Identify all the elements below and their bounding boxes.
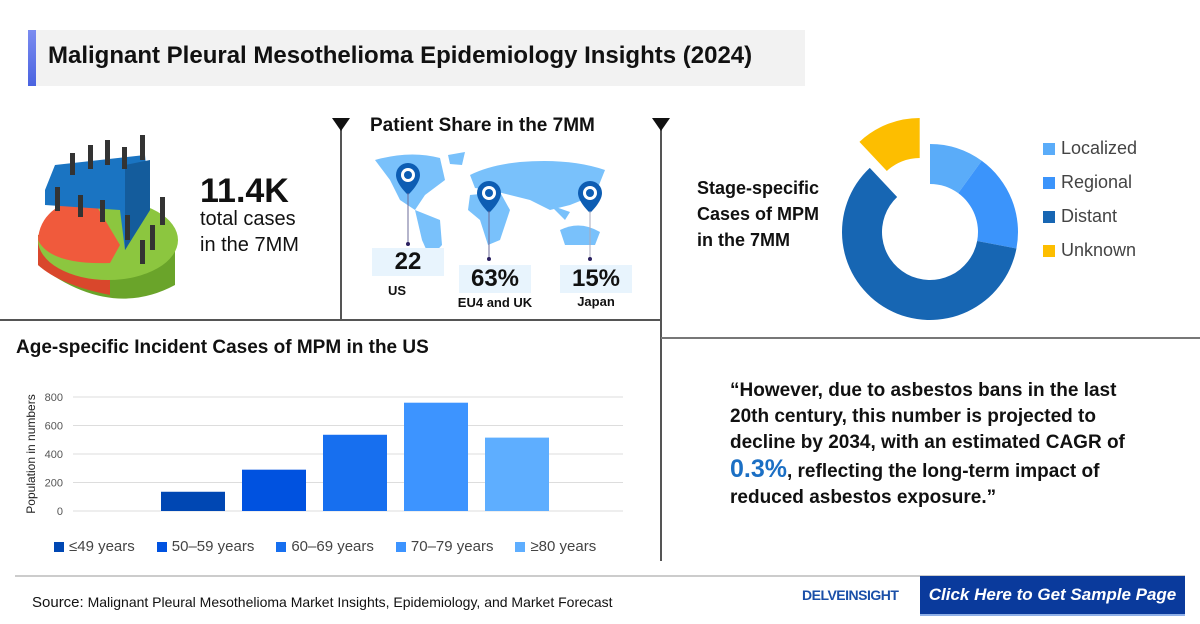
donut-slice-unknown (859, 117, 920, 171)
y-tick-label: 600 (45, 421, 63, 433)
legend-item: 70–79 years (395, 538, 494, 555)
legend-label: 70–79 years (410, 538, 494, 555)
total-cases-label: in the 7MM (200, 234, 299, 256)
quote-part: , reflecting the long-term impact of red… (730, 461, 1100, 508)
y-tick-label: 0 (57, 506, 63, 518)
patient-share-title: Patient Share in the 7MM (370, 115, 595, 136)
legend-label: 50–59 years (171, 538, 255, 555)
legend-swatch (276, 541, 287, 552)
legend-label: Distant (1061, 206, 1118, 226)
bar-0 (161, 491, 225, 511)
age-legend: ≤49 years 50–59 years 60–69 years 70–79 yea… (54, 538, 596, 555)
donut-slice-distant (842, 167, 1017, 320)
y-axis-label: Population in numbers (24, 394, 38, 513)
eu-label: EU4 and UK (457, 295, 533, 310)
eu-share-value: 63% (459, 265, 531, 293)
legend-swatch (54, 541, 64, 552)
title-accent-bar (28, 30, 36, 86)
legend-item: 50–59 years (156, 538, 255, 555)
bar-1 (242, 469, 306, 511)
legend-label: Localized (1061, 138, 1138, 158)
legend-swatch (1043, 176, 1055, 189)
age-chart-title: Age-specific Incident Cases of MPM in th… (16, 337, 429, 358)
quote-text: “However, due to asbestos bans in the la… (730, 378, 1160, 511)
legend-swatch (156, 541, 167, 552)
bar-2 (323, 434, 387, 511)
age-bar-chart: 0 200 400 600 800 Population in numbers (24, 392, 623, 518)
delveinsight-logo: DELVEINSIGHT (802, 587, 899, 603)
stage-donut-chart (842, 117, 1018, 320)
bar-4 (485, 437, 549, 511)
legend-swatch (1043, 210, 1055, 223)
japan-share-value: 15% (560, 265, 632, 293)
location-pin-icon (578, 181, 602, 261)
donut-slice-regional (958, 160, 1018, 249)
title-banner (28, 30, 805, 86)
triangle-marker (332, 118, 350, 131)
legend-item: ≥80 years (515, 538, 596, 555)
legend-swatch (1043, 142, 1055, 155)
total-cases-label: total cases (200, 208, 296, 230)
japan-label: Japan (577, 294, 615, 309)
source-text: Malignant Pleural Mesothelioma Market In… (87, 594, 613, 610)
legend-label: Regional (1061, 172, 1133, 192)
divider (0, 319, 661, 321)
legend-item: Distant (1043, 206, 1137, 227)
cagr-value: 0.3% (730, 455, 787, 483)
location-pin-icon (477, 181, 501, 261)
y-tick-label: 800 (45, 392, 63, 404)
legend-item: ≤49 years (54, 538, 135, 555)
y-tick-label: 200 (45, 478, 63, 490)
divider (660, 125, 662, 561)
legend-item: Unknown (1043, 240, 1137, 261)
legend-swatch (515, 541, 526, 552)
triangle-marker (652, 118, 670, 131)
page-title: Malignant Pleural Mesothelioma Epidemiol… (48, 42, 753, 69)
source-note: Source: Malignant Pleural Mesothelioma M… (32, 594, 613, 611)
stage-legend: Localized Regional Distant Unknown (1043, 138, 1137, 261)
divider (15, 575, 1185, 577)
stage-title-line: Stage-specific (697, 178, 820, 198)
stage-title-line: Cases of MPM (697, 204, 820, 224)
legend-item: 60–69 years (276, 538, 374, 555)
bar-3 (404, 402, 468, 511)
legend-swatch (395, 541, 406, 552)
location-pin-icon (396, 163, 420, 246)
divider (340, 125, 342, 321)
people-pie-illustration (38, 135, 178, 299)
y-tick-label: 400 (45, 449, 63, 461)
total-cases-value: 11.4K (200, 172, 289, 210)
legend-swatch (1043, 244, 1055, 257)
legend-label: ≥80 years (530, 538, 597, 555)
donut-slice-localized (930, 144, 982, 194)
stage-chart-title: Stage-specific Cases of MPM in the 7MM (697, 175, 819, 253)
get-sample-page-button[interactable]: Click Here to Get Sample Page (920, 576, 1185, 616)
stage-title-line: in the 7MM (697, 230, 790, 250)
quote-part: “However, due to asbestos bans in the la… (730, 380, 1125, 453)
us-label: US (387, 283, 407, 298)
legend-item: Regional (1043, 172, 1137, 193)
legend-item: Localized (1043, 138, 1137, 159)
legend-label: Unknown (1061, 240, 1137, 260)
us-share-value: 22 (372, 248, 444, 276)
legend-label: ≤49 years (69, 538, 135, 555)
source-label: Source: (32, 594, 84, 611)
legend-label: 60–69 years (291, 538, 374, 555)
divider (661, 337, 1200, 339)
